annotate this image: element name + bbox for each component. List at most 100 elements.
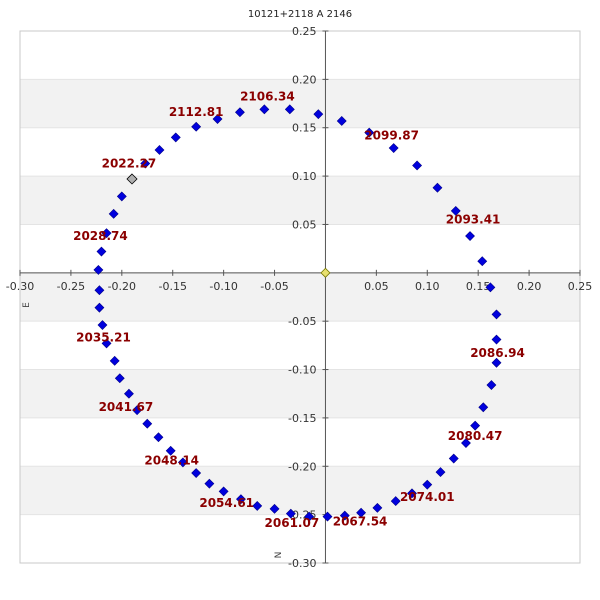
data-point [486,380,497,390]
data-point [191,121,202,132]
data-point [407,488,417,499]
point-label: 2028.74 [73,229,128,243]
data-point [101,338,112,349]
axes [20,31,580,563]
data-point [491,309,502,320]
data-point [390,496,401,507]
data-point [465,231,475,241]
point-label: 2080.47 [448,429,503,443]
data-point [356,507,367,518]
data-point [101,228,112,239]
y-tick-label: 0.05 [292,218,317,231]
data-point [235,107,245,118]
data-point [336,116,347,126]
data-point [284,104,295,115]
data-point [109,355,120,366]
highlight-point [126,173,138,185]
data-point [422,479,433,490]
x-tick-label: 0.20 [517,280,542,293]
grid-band [20,79,580,128]
x-tick-label: 0.05 [364,280,389,293]
point-label: 2035.21 [76,330,131,344]
y-tick-label: 0.20 [292,73,317,86]
y-tick-label: 0.10 [292,170,317,183]
data-point [485,282,496,293]
data-point [116,191,127,202]
data-point [364,127,375,138]
data-point [259,104,270,115]
plot-frame [19,30,581,564]
x-tick-label: -0.20 [108,280,136,293]
x-tick-label: -0.10 [209,280,237,293]
data-point [339,510,350,521]
data-point [388,143,399,153]
grid-bands [20,78,580,516]
x-tick-label: 0.25 [568,280,593,293]
point-label: 2054.61 [199,496,254,510]
x-tick-label: -0.25 [57,280,85,293]
data-point [132,405,143,416]
origin-marker [320,267,331,278]
data-point [236,494,246,505]
point-labels: 2106.34 2112.81 2099.87 2022.27 2093.41 2028.… [73,90,525,531]
tick-labels: -0.30 -0.25 -0.20 -0.15 -0.10 -0.05 0.05 0.10 0.… [6,25,592,570]
data-point [154,145,165,155]
data-point [94,302,105,313]
point-label: 2048.14 [144,453,199,467]
point-label: 2086.94 [470,346,525,360]
x-tick-label: 0.15 [466,280,491,293]
data-point [153,432,164,443]
data-point [170,132,181,143]
x-axis-label: E [22,302,32,308]
data-point [478,402,489,413]
data-point [470,420,481,431]
point-label: 2093.41 [446,212,501,226]
data-point [204,478,215,489]
y-tick-label: -0.05 [288,315,316,328]
point-label: 2112.81 [169,105,224,119]
y-tick-label: 0.25 [292,25,317,38]
x-tick-label: -0.30 [6,280,34,293]
data-point [461,438,471,448]
data-point [491,357,502,368]
data-point [142,418,153,429]
data-point [304,511,315,522]
data-point [313,109,324,120]
point-label: 2061.07 [265,516,320,530]
x-tick-label: 0.10 [415,280,440,293]
y-tick-label: -0.15 [288,412,316,425]
data-point [432,182,443,193]
data-point [285,508,296,519]
chart-title: 10121+2118 A 2146 [248,9,352,20]
x-tick-label: -0.15 [158,280,186,293]
data-point [372,502,383,513]
data-point [94,285,105,296]
data-point [448,453,459,464]
data-point [108,208,119,219]
data-point [140,158,151,169]
data-point [97,320,108,330]
point-label: 2106.34 [240,90,295,104]
data-point [252,501,263,511]
grid-band [20,466,580,515]
grid-band [20,272,580,322]
data-point [218,486,229,497]
x-tick-label: -0.05 [260,280,288,293]
data-point [477,256,488,267]
data-point [435,467,446,478]
data-point [93,264,104,275]
y-axis-label: N [274,552,284,559]
data-point [491,334,502,345]
y-tick-label: -0.20 [288,460,316,473]
data-point [269,503,280,514]
data-point [114,373,125,384]
data-point [322,511,333,522]
data-point [177,457,188,468]
point-label: 2074.01 [400,490,455,504]
point-label: 2041.67 [99,400,154,414]
data-point [191,468,202,478]
data-point [96,246,107,257]
data-point [165,445,176,456]
data-points [93,104,502,522]
